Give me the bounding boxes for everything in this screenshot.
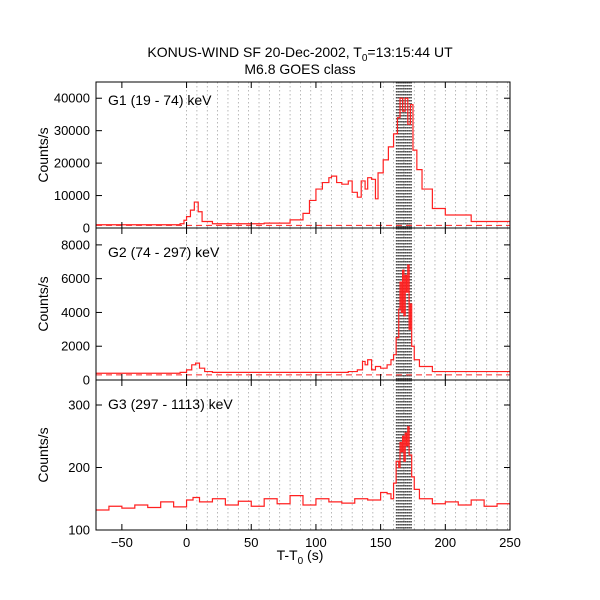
- y-tick-label: 8000: [61, 237, 90, 252]
- panel-g2: 0 2000 4000 6000 8000 Counts/s G2 (74 - 297) k…: [35, 227, 511, 388]
- x-tick-label: 200: [434, 535, 456, 550]
- y-tick-label: 300: [68, 398, 90, 413]
- plot-frame: [95, 379, 511, 531]
- y-tick-label: 100: [68, 523, 90, 538]
- y-tick-label: 20000: [54, 156, 90, 171]
- chart-title: KONUS-WIND SF 20-Dec-2002, T0=13:15:44 U…: [147, 44, 453, 64]
- cadence-gridlines: [186, 380, 508, 530]
- y-tick-label: 30000: [54, 123, 90, 138]
- y-tick-label: 200: [68, 460, 90, 475]
- y-tick-label: 2000: [61, 339, 90, 354]
- series-line: [96, 426, 510, 511]
- panel-g3: 100 200 300 −50 0 50 100 150 200 250 Counts/s G3 (2…: [35, 379, 521, 550]
- x-tick-label: 0: [183, 535, 190, 550]
- y-axis-label: Counts/s: [35, 276, 51, 331]
- series-line: [96, 97, 510, 226]
- x-tick-label: 150: [370, 535, 392, 550]
- cadence-gridlines: [186, 82, 508, 228]
- panel-g1: 0 10000 20000 30000 40000 Counts/s G1 (19 - 74…: [35, 81, 511, 236]
- panel-g3-label: G3 (297 - 1113) keV: [108, 396, 233, 412]
- chart-subtitle: M6.8 GOES class: [244, 61, 355, 77]
- series-line: [96, 264, 510, 374]
- y-tick-label: 0: [83, 373, 90, 388]
- x-tick-label: −50: [111, 535, 133, 550]
- y-tick-label: 10000: [54, 188, 90, 203]
- y-tick-label: 0: [83, 221, 90, 236]
- x-axis-label: T-T0 (s): [277, 547, 324, 567]
- y-tick-label: 40000: [54, 91, 90, 106]
- x-tick-label: 100: [305, 535, 327, 550]
- y-axis-label: Counts/s: [35, 427, 51, 482]
- y-tick-label: 4000: [61, 305, 90, 320]
- x-tick-label: 50: [244, 535, 258, 550]
- y-tick-label: 6000: [61, 271, 90, 286]
- panel-g1-label: G1 (19 - 74) keV: [108, 92, 212, 108]
- y-axis-label: Counts/s: [35, 127, 51, 182]
- cadence-gridlines: [186, 228, 508, 380]
- panel-g2-label: G2 (74 - 297) keV: [108, 244, 220, 260]
- x-tick-label: 250: [499, 535, 521, 550]
